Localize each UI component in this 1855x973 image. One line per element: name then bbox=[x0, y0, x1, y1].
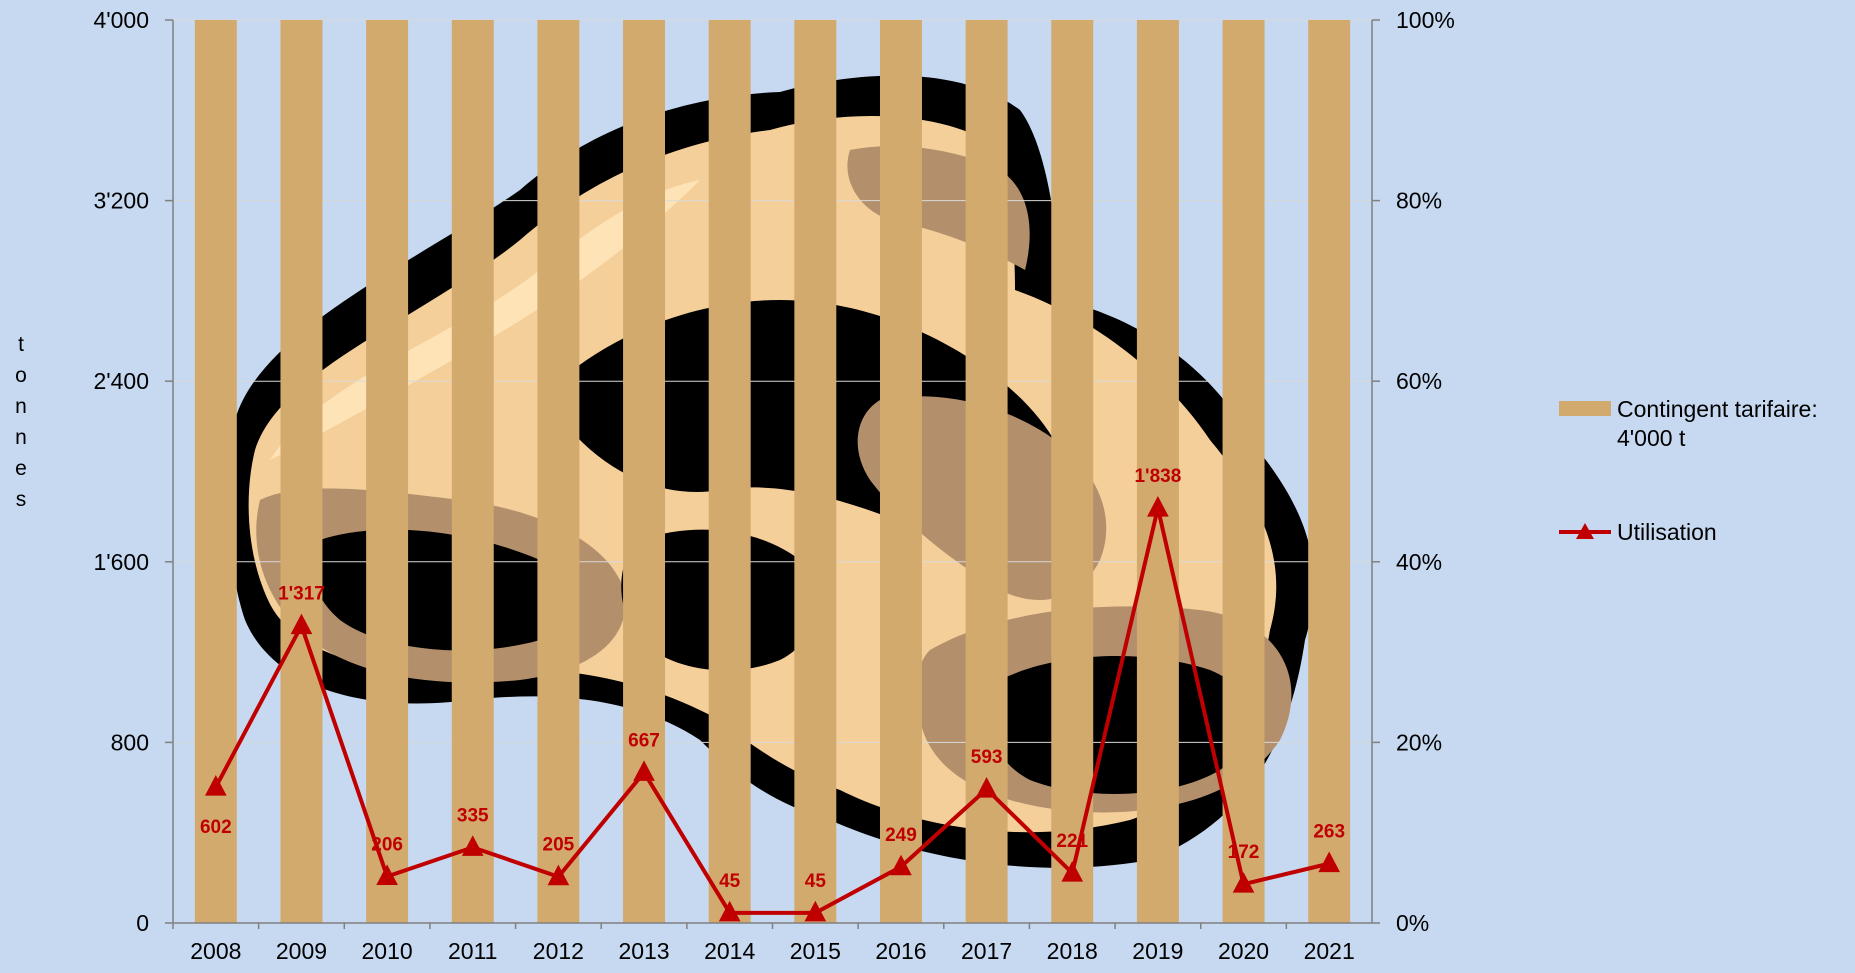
x-tick-label: 2019 bbox=[1132, 938, 1183, 964]
utilisation-data-label: 205 bbox=[543, 835, 575, 856]
utilisation-data-label: 1'838 bbox=[1134, 466, 1181, 487]
utilisation-marker bbox=[290, 613, 313, 635]
x-tick-label: 2016 bbox=[875, 938, 926, 964]
y-axis-title-letter: n bbox=[15, 426, 27, 449]
utilisation-marker bbox=[376, 864, 398, 885]
utilisation-data-label: 221 bbox=[1056, 831, 1088, 852]
legend-line-marker bbox=[1576, 523, 1594, 539]
y-right-tick-label: 100% bbox=[1396, 7, 1455, 33]
bar bbox=[366, 20, 409, 923]
utilisation-marker bbox=[1061, 861, 1084, 882]
utilisation-data-label: 263 bbox=[1313, 822, 1345, 843]
x-tick-label: 2011 bbox=[448, 938, 497, 964]
legend-line-label: Utilisation bbox=[1617, 519, 1717, 545]
utilisation-marker bbox=[461, 835, 484, 856]
bar bbox=[794, 20, 837, 923]
y-right-tick-label: 0% bbox=[1396, 910, 1429, 936]
y-right-tick-label: 40% bbox=[1396, 549, 1442, 575]
x-tick-label: 2008 bbox=[190, 938, 241, 964]
y-left-tick-label: 3'200 bbox=[93, 188, 149, 214]
y-left-tick-label: 1'600 bbox=[93, 549, 149, 575]
utilisation-data-label: 45 bbox=[805, 871, 827, 892]
y-axis-title-letter: o bbox=[15, 364, 27, 387]
bar bbox=[537, 20, 580, 923]
y-left-tick-label: 0 bbox=[136, 910, 149, 936]
x-tick-label: 2012 bbox=[533, 938, 584, 964]
utilisation-data-label: 667 bbox=[628, 730, 660, 751]
bar bbox=[280, 20, 323, 923]
utilisation-data-label: 593 bbox=[971, 747, 1003, 768]
x-tick-label: 2009 bbox=[276, 938, 327, 964]
y-axis-title-letter: s bbox=[16, 488, 27, 511]
bar bbox=[879, 20, 922, 923]
bar bbox=[194, 20, 237, 923]
y-axis-title-letter: t bbox=[18, 333, 24, 356]
utilisation-marker bbox=[890, 854, 912, 876]
utilisation-data-label: 45 bbox=[719, 871, 741, 892]
x-tick-label: 2020 bbox=[1218, 938, 1269, 964]
y-left-tick-label: 800 bbox=[111, 729, 149, 755]
utilisation-data-label: 249 bbox=[885, 825, 917, 846]
y-left-tick-label: 2'400 bbox=[93, 368, 149, 394]
utilisation-data-label: 335 bbox=[457, 805, 489, 826]
bar bbox=[708, 20, 751, 923]
y-right-tick-label: 60% bbox=[1396, 368, 1442, 394]
x-tick-label: 2013 bbox=[618, 938, 669, 964]
x-tick-label: 2021 bbox=[1304, 938, 1355, 964]
bar bbox=[1308, 20, 1351, 923]
utilisation-marker bbox=[547, 864, 570, 886]
legend-bar-swatch bbox=[1559, 401, 1611, 416]
utilisation-marker bbox=[633, 760, 655, 781]
y-axis-title-letter: e bbox=[15, 457, 27, 480]
bar bbox=[965, 20, 1008, 923]
utilisation-data-label: 1'317 bbox=[278, 584, 325, 605]
x-tick-label: 2017 bbox=[961, 938, 1012, 964]
legend-bar-label-line2: 4'000 t bbox=[1617, 425, 1686, 451]
utilisation-marker bbox=[1318, 851, 1341, 873]
utilisation-marker bbox=[975, 777, 998, 798]
utilisation-marker bbox=[1232, 872, 1255, 893]
x-tick-label: 2014 bbox=[704, 938, 755, 964]
x-tick-label: 2015 bbox=[790, 938, 841, 964]
utilisation-marker bbox=[204, 775, 227, 796]
bar bbox=[1051, 20, 1094, 923]
utilisation-data-label: 206 bbox=[371, 834, 403, 855]
utilisation-marker bbox=[1147, 495, 1169, 517]
utilisation-data-label: 602 bbox=[200, 817, 232, 838]
utilisation-line bbox=[214, 506, 1330, 915]
x-tick-label: 2010 bbox=[362, 938, 413, 964]
y-left-tick-label: 4'000 bbox=[93, 7, 149, 33]
y-right-tick-label: 80% bbox=[1396, 188, 1442, 214]
bar bbox=[1222, 20, 1265, 923]
utilisation-marker bbox=[804, 900, 827, 922]
y-axis-title-letter: n bbox=[15, 395, 27, 418]
legend: Contingent tarifaire: 4'000 t Utilisatio… bbox=[1559, 396, 1818, 545]
bar bbox=[1136, 20, 1179, 923]
y-right-tick-label: 20% bbox=[1396, 729, 1442, 755]
x-tick-label: 2018 bbox=[1047, 938, 1098, 964]
utilisation-marker bbox=[718, 900, 741, 922]
bar bbox=[451, 20, 494, 923]
utilisation-data-label: 172 bbox=[1228, 842, 1260, 863]
legend-bar-label-line1: Contingent tarifaire: bbox=[1617, 396, 1818, 422]
